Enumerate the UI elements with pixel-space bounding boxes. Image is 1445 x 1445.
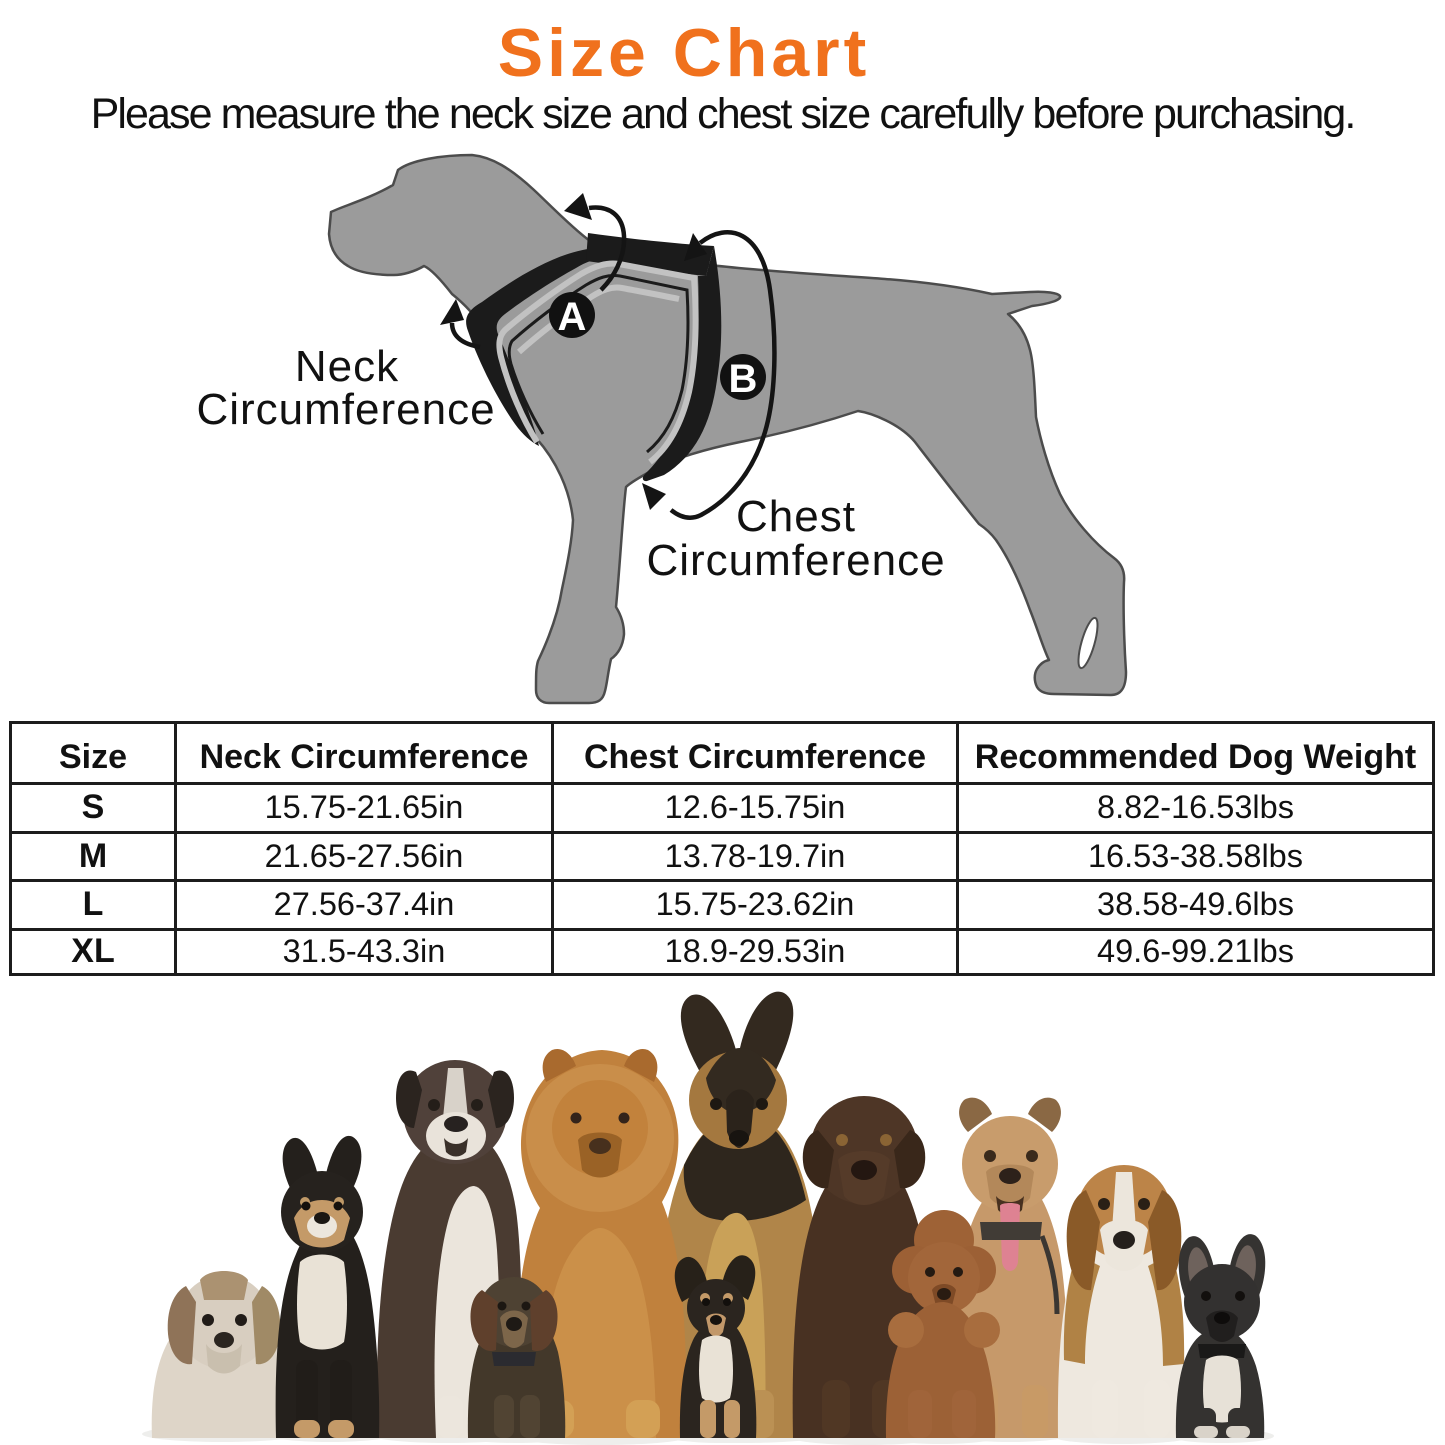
svg-text:Neck: Neck xyxy=(295,342,399,391)
svg-text:Circumference: Circumference xyxy=(196,385,495,434)
svg-text:Circumference: Circumference xyxy=(646,536,945,585)
svg-text:A: A xyxy=(558,295,587,339)
svg-text:Chest: Chest xyxy=(736,492,856,541)
svg-text:B: B xyxy=(729,357,758,401)
